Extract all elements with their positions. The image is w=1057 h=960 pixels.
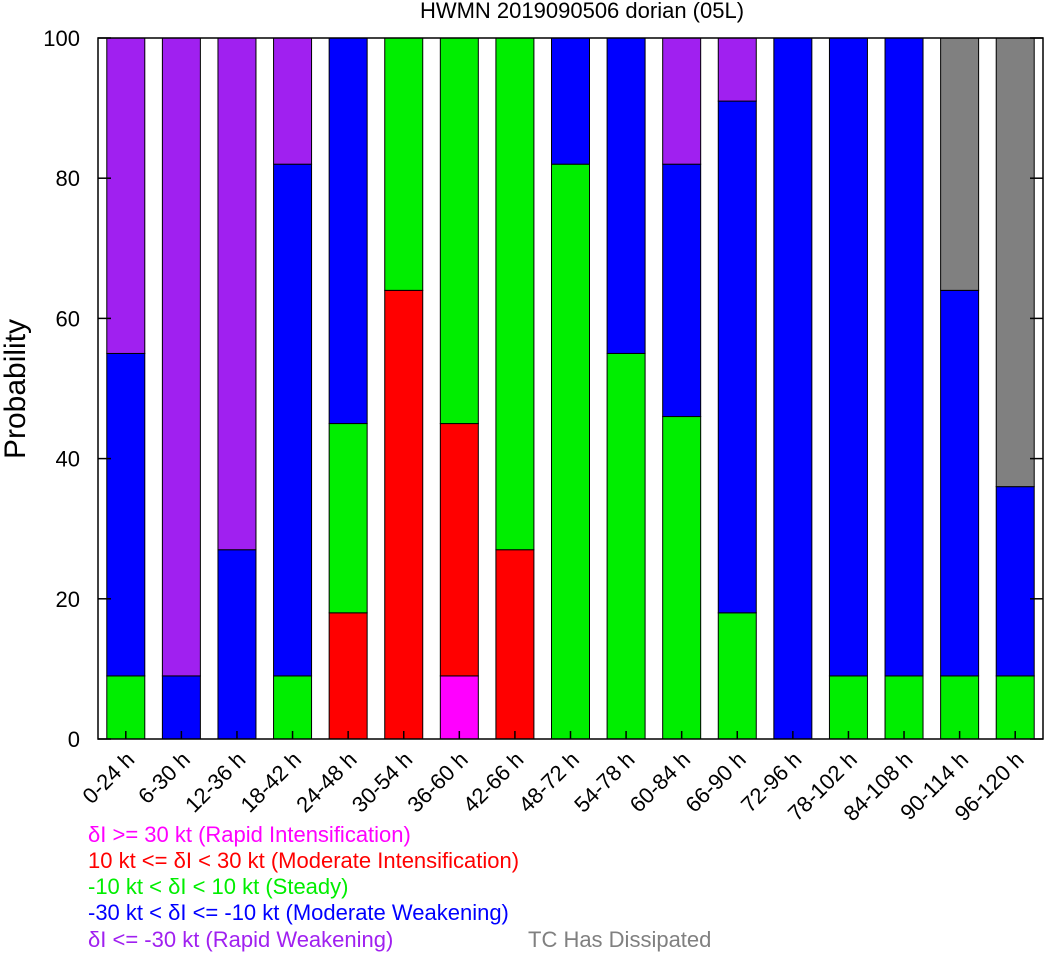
bar-st-4 (328, 423, 368, 614)
bar-rw-10 (662, 37, 702, 165)
x-tick-label-11: 66-90 h (680, 747, 750, 817)
bar-st-5 (384, 37, 424, 291)
bar-mw-9 (606, 37, 646, 354)
legend-rapid-weakening: δI <= -30 kt (Rapid Weakening) (88, 927, 394, 952)
bar-mw-8 (551, 37, 590, 165)
bar-st-3 (273, 675, 313, 740)
bars-layer (106, 37, 1035, 740)
y-tick-label-80: 80 (56, 166, 80, 191)
x-tick-label-8: 48-72 h (514, 747, 584, 817)
bar-mw-11 (717, 100, 757, 614)
y-tick-label-40: 40 (56, 447, 80, 472)
bar-mw-12 (773, 37, 813, 740)
bar-st-15 (940, 675, 980, 740)
y-tick-label-0: 0 (68, 727, 80, 752)
y-tick-labels: 0 20 40 60 80 100 (43, 26, 80, 752)
legend-rapid-intensification: δI >= 30 kt (Rapid Intensification) (88, 822, 411, 847)
bar-st-13 (828, 675, 868, 740)
bar-mw-3 (273, 163, 313, 677)
bar-mw-0 (106, 352, 146, 677)
bar-st-14 (884, 675, 924, 740)
bar-mw-15 (940, 289, 980, 677)
chart-title: HWMN 2019090506 dorian (05L) (420, 0, 744, 23)
x-tick-label-0: 0-24 h (78, 747, 140, 809)
legend-dissipated: TC Has Dissipated (528, 927, 712, 952)
bar-mw-2 (217, 549, 257, 740)
bar-rw-2 (217, 37, 257, 551)
x-tick-label-9: 54-78 h (569, 747, 639, 817)
legend-moderate-weakening: -30 kt < δI <= -10 kt (Moderate Weakenin… (88, 900, 509, 925)
x-tick-label-4: 24-48 h (291, 747, 361, 817)
bar-rw-1 (161, 37, 201, 677)
bar-rw-3 (273, 37, 313, 165)
bar-st-7 (495, 37, 535, 551)
bar-st-6 (439, 37, 479, 425)
bar-rw-0 (106, 37, 146, 354)
bar-st-10 (662, 416, 702, 740)
bar-st-9 (606, 352, 646, 740)
bar-st-8 (551, 163, 590, 740)
bar-mi-4 (328, 612, 368, 740)
x-tick-labels: 0-24 h6-30 h12-36 h18-42 h24-48 h30-54 h… (78, 747, 1029, 826)
y-tick-label-60: 60 (56, 306, 80, 331)
x-tick-label-7: 42-66 h (458, 747, 528, 817)
x-tick-label-6: 36-60 h (402, 747, 472, 817)
bar-dis-16 (995, 37, 1035, 488)
bar-mi-7 (495, 549, 535, 740)
bar-rw-11 (717, 37, 757, 102)
bar-mi-5 (384, 289, 424, 740)
bar-mw-16 (995, 486, 1035, 677)
bar-mw-1 (161, 675, 201, 740)
bar-dis-15 (940, 37, 980, 291)
y-axis-label: Probability (0, 319, 32, 459)
bar-mw-13 (828, 37, 868, 677)
bar-st-11 (717, 612, 757, 740)
legend-moderate-intensification: 10 kt <= δI < 30 kt (Moderate Intensific… (88, 848, 520, 873)
x-tick-label-10: 60-84 h (625, 747, 695, 817)
bar-st-16 (995, 675, 1035, 740)
bar-ri-6 (439, 675, 479, 740)
bar-mw-14 (884, 37, 924, 677)
x-tick-label-2: 12-36 h (180, 747, 250, 817)
y-tick-label-20: 20 (56, 587, 80, 612)
bar-st-0 (106, 675, 146, 740)
bar-mw-10 (662, 163, 702, 418)
legend-steady: -10 kt < δI < 10 kt (Steady) (88, 874, 349, 899)
x-tick-label-5: 30-54 h (347, 747, 417, 817)
x-tick-label-3: 18-42 h (236, 747, 306, 817)
axes-layer (97, 37, 1044, 740)
bar-mi-6 (439, 423, 479, 677)
bar-mw-4 (328, 37, 368, 425)
y-tick-label-100: 100 (43, 26, 80, 51)
